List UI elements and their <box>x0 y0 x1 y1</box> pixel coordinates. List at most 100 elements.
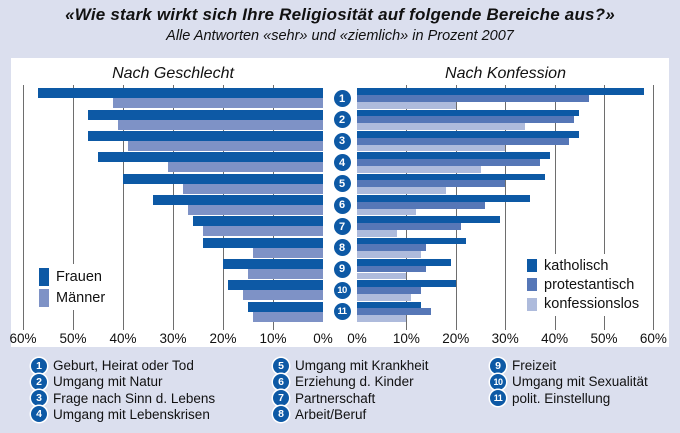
category-item-5: 5 Umgang mit Krankheit <box>273 357 429 374</box>
legend-row-konfessionslos: konfessionslos <box>527 295 639 314</box>
bar-männer-cat4 <box>168 162 323 173</box>
bar-protestantisch-cat6 <box>357 201 486 209</box>
bar-männer-cat3 <box>128 141 323 151</box>
axis-tick-left-20: 20% <box>209 331 237 346</box>
bar-frauen-cat9 <box>223 258 323 269</box>
bar-katholisch-cat7 <box>357 216 501 224</box>
bar-katholisch-cat5 <box>357 173 545 181</box>
category-number-8: 8 <box>273 406 289 423</box>
axis-tick-right-30: 30% <box>491 331 519 346</box>
bar-frauen-cat10 <box>228 280 323 291</box>
category-badge-11: 11 <box>333 303 351 321</box>
axis-tick-left-30: 30% <box>159 331 187 346</box>
bar-konfessionslos-cat11 <box>357 315 407 322</box>
axis-tick-left-0: 0% <box>313 331 333 346</box>
bar-konfessionslos-cat3 <box>357 144 506 152</box>
bar-konfessionslos-cat1 <box>357 101 456 109</box>
bar-katholisch-cat9 <box>357 258 451 266</box>
bar-protestantisch-cat9 <box>357 265 427 273</box>
legend-swatch-männer <box>39 288 49 307</box>
confession-legend: katholisch protestantisch konfessionslos <box>523 254 646 316</box>
axis-tick-right-20: 20% <box>442 331 470 346</box>
category-item-4: 4 Umgang mit Lebenskrisen <box>31 406 210 423</box>
bar-protestantisch-cat3 <box>357 137 570 145</box>
bar-konfessionslos-cat6 <box>357 208 417 216</box>
bar-frauen-cat11 <box>248 301 323 312</box>
category-item-6: 6 Erziehung d. Kinder <box>273 373 414 390</box>
axis-tick-right-10: 10% <box>392 331 420 346</box>
bar-männer-cat8 <box>253 247 323 258</box>
bar-katholisch-cat6 <box>357 194 530 202</box>
category-item-2: 2 Umgang mit Natur <box>31 373 163 390</box>
bar-konfessionslos-cat9 <box>357 272 407 280</box>
bar-konfessionslos-cat2 <box>357 123 525 130</box>
category-badge-9: 9 <box>333 260 351 278</box>
bar-frauen-cat4 <box>98 152 323 163</box>
category-label-8: Arbeit/Beruf <box>295 406 367 422</box>
bar-protestantisch-cat5 <box>357 180 506 188</box>
bar-konfessionslos-cat8 <box>357 251 422 258</box>
legend-label-frauen: Frauen <box>56 268 102 285</box>
bar-frauen-cat5 <box>123 173 323 184</box>
bar-männer-cat9 <box>248 268 323 279</box>
bar-konfessionslos-cat7 <box>357 229 397 237</box>
bar-frauen-cat3 <box>88 131 323 141</box>
legend-label-katholisch: katholisch <box>544 257 609 274</box>
bar-protestantisch-cat11 <box>357 308 432 316</box>
bar-frauen-cat6 <box>153 194 323 205</box>
category-number-10: 10 <box>490 373 506 390</box>
bar-konfessionslos-cat4 <box>357 165 481 173</box>
chart-subtitle: Alle Antworten «sehr» und «ziemlich» in … <box>166 28 514 44</box>
bar-frauen-cat1 <box>38 88 323 99</box>
bar-männer-cat7 <box>203 226 323 237</box>
category-item-1: 1 Geburt, Heirat oder Tod <box>31 357 194 374</box>
bar-katholisch-cat10 <box>357 280 456 288</box>
category-label-7: Partnerschaft <box>295 390 376 406</box>
category-badge-1: 1 <box>333 90 351 107</box>
category-item-10: 10 Umgang mit Sexualität <box>490 373 648 390</box>
category-number-1: 1 <box>31 357 47 374</box>
gridline-left-50 <box>73 85 74 330</box>
gridline-right-60 <box>653 85 655 330</box>
gridline-left-40 <box>123 85 124 330</box>
gridline-left-60 <box>23 85 24 330</box>
legend-swatch-konfessionslos <box>527 297 537 311</box>
category-badge-6: 6 <box>333 196 351 214</box>
legend-swatch-frauen <box>39 267 49 286</box>
bar-frauen-cat2 <box>88 109 323 120</box>
category-number-9: 9 <box>490 357 506 374</box>
category-number-3: 3 <box>31 390 47 407</box>
bar-protestantisch-cat2 <box>357 116 575 124</box>
category-number-6: 6 <box>273 373 289 390</box>
category-item-8: 8 Arbeit/Beruf <box>273 406 367 423</box>
legend-label-männer: Männer <box>56 289 106 306</box>
category-badge-5: 5 <box>333 175 351 193</box>
category-label-1: Geburt, Heirat oder Tod <box>53 358 194 373</box>
bar-katholisch-cat4 <box>357 152 550 160</box>
bar-männer-cat6 <box>188 204 323 215</box>
category-number-11: 11 <box>490 390 506 407</box>
legend-row-männer: Männer <box>39 287 105 308</box>
left-panel-title: Nach Geschlecht <box>112 65 234 82</box>
axis-tick-left-10: 10% <box>259 331 287 346</box>
category-label-3: Frage nach Sinn d. Lebens <box>53 390 216 406</box>
category-item-9: 9 Freizeit <box>490 357 556 374</box>
bar-protestantisch-cat8 <box>357 244 427 252</box>
chart-panel: Nach Geschlecht Nach Konfession 1 2 3 4 5 6 7 8… <box>9 58 669 347</box>
category-label-11: polit. Einstellung <box>512 390 611 406</box>
axis-tick-right-40: 40% <box>541 331 569 346</box>
bar-katholisch-cat3 <box>357 131 580 138</box>
bar-katholisch-cat1 <box>357 88 644 96</box>
axis-tick-right-0: 0% <box>347 331 367 346</box>
category-label-6: Erziehung d. Kinder <box>295 374 414 390</box>
bar-frauen-cat7 <box>193 216 323 227</box>
bar-katholisch-cat11 <box>357 301 422 309</box>
category-badge-8: 8 <box>333 239 351 257</box>
gridline-right-40 <box>554 85 556 330</box>
right-panel-title: Nach Konfession <box>445 65 566 82</box>
axis-tick-right-50: 50% <box>590 331 618 346</box>
bar-protestantisch-cat7 <box>357 223 461 230</box>
bar-katholisch-cat8 <box>357 237 466 245</box>
legend-swatch-katholisch <box>527 259 537 273</box>
